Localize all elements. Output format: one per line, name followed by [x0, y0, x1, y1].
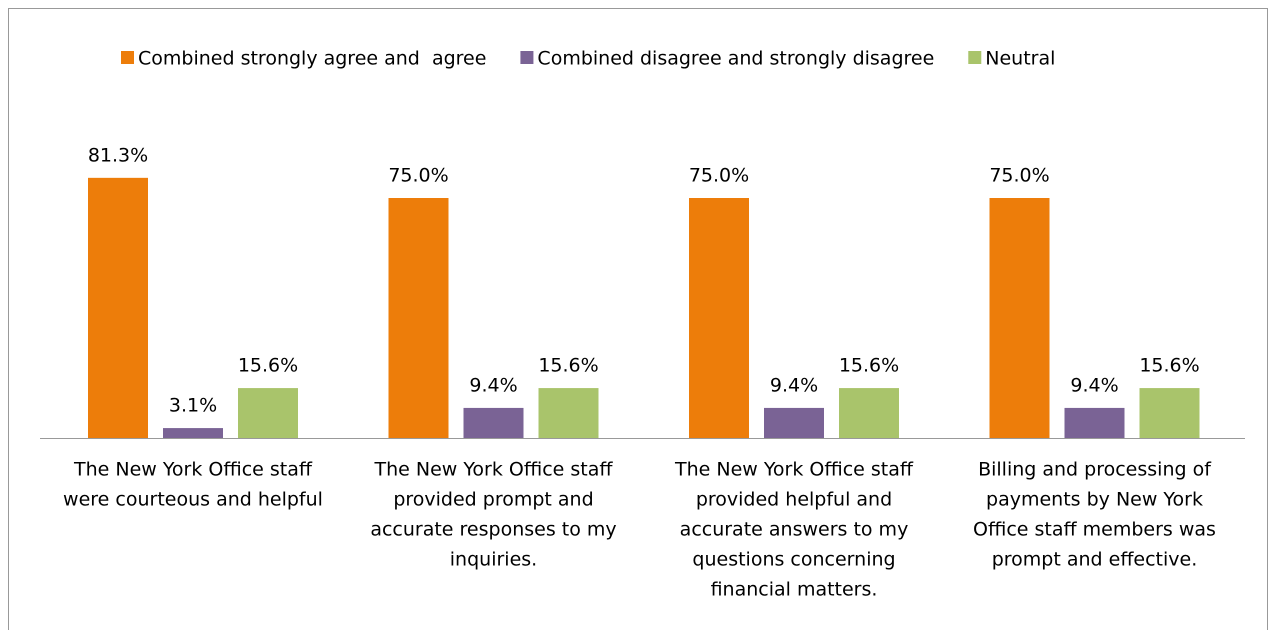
legend-label: Neutral — [985, 48, 1055, 70]
x-tick-label: Office staff members was — [973, 519, 1216, 541]
x-tick-label: provided prompt and — [393, 489, 593, 511]
bar — [388, 198, 449, 438]
legend-swatch — [121, 51, 134, 64]
data-label: 9.4% — [1070, 374, 1118, 396]
bar — [538, 388, 599, 438]
x-tick-label: The New York Office staff — [373, 459, 613, 481]
x-tick-label: The New York Office staff — [73, 459, 313, 481]
bar — [839, 388, 899, 438]
data-label: 15.6% — [839, 355, 899, 377]
data-label: 3.1% — [169, 395, 217, 417]
bar — [238, 388, 298, 438]
x-tick-label: payments by New York — [986, 489, 1203, 511]
legend-swatch — [968, 51, 982, 64]
bar — [163, 428, 223, 438]
x-tick-label: were courteous and helpful — [63, 489, 323, 511]
bar — [463, 407, 524, 438]
data-label: 81.3% — [88, 144, 148, 166]
data-label: 75.0% — [989, 165, 1049, 187]
legend-label: Combined disagree and strongly disagree — [537, 48, 934, 70]
data-label: 9.4% — [469, 374, 517, 396]
data-label: 9.4% — [770, 374, 818, 396]
data-label: 75.0% — [689, 165, 749, 187]
legend-swatch — [520, 51, 534, 64]
bar — [88, 177, 148, 438]
legend-label: Combined strongly agree and agree — [138, 48, 486, 70]
bar — [1139, 388, 1200, 438]
x-tick-label: inquiries. — [450, 549, 537, 571]
x-tick-label: financial matters. — [711, 579, 878, 601]
bar — [689, 198, 749, 438]
x-tick-label: accurate responses to my — [370, 519, 616, 541]
x-tick-label: Billing and processing of — [978, 459, 1212, 481]
x-tick-label: The New York Office staff — [674, 459, 914, 481]
bar — [764, 407, 824, 438]
data-label: 75.0% — [388, 165, 448, 187]
x-tick-label: questions concerning — [692, 549, 895, 571]
x-tick-label: prompt and effective. — [992, 549, 1198, 571]
data-label: 15.6% — [238, 355, 298, 377]
x-tick-label: accurate answers to my — [680, 519, 909, 541]
data-label: 15.6% — [538, 355, 598, 377]
data-label: 15.6% — [1139, 355, 1199, 377]
chart-frame — [8, 8, 1268, 630]
x-tick-label: provided helpful and — [696, 489, 892, 511]
bar — [989, 198, 1050, 438]
bar — [1064, 407, 1125, 438]
